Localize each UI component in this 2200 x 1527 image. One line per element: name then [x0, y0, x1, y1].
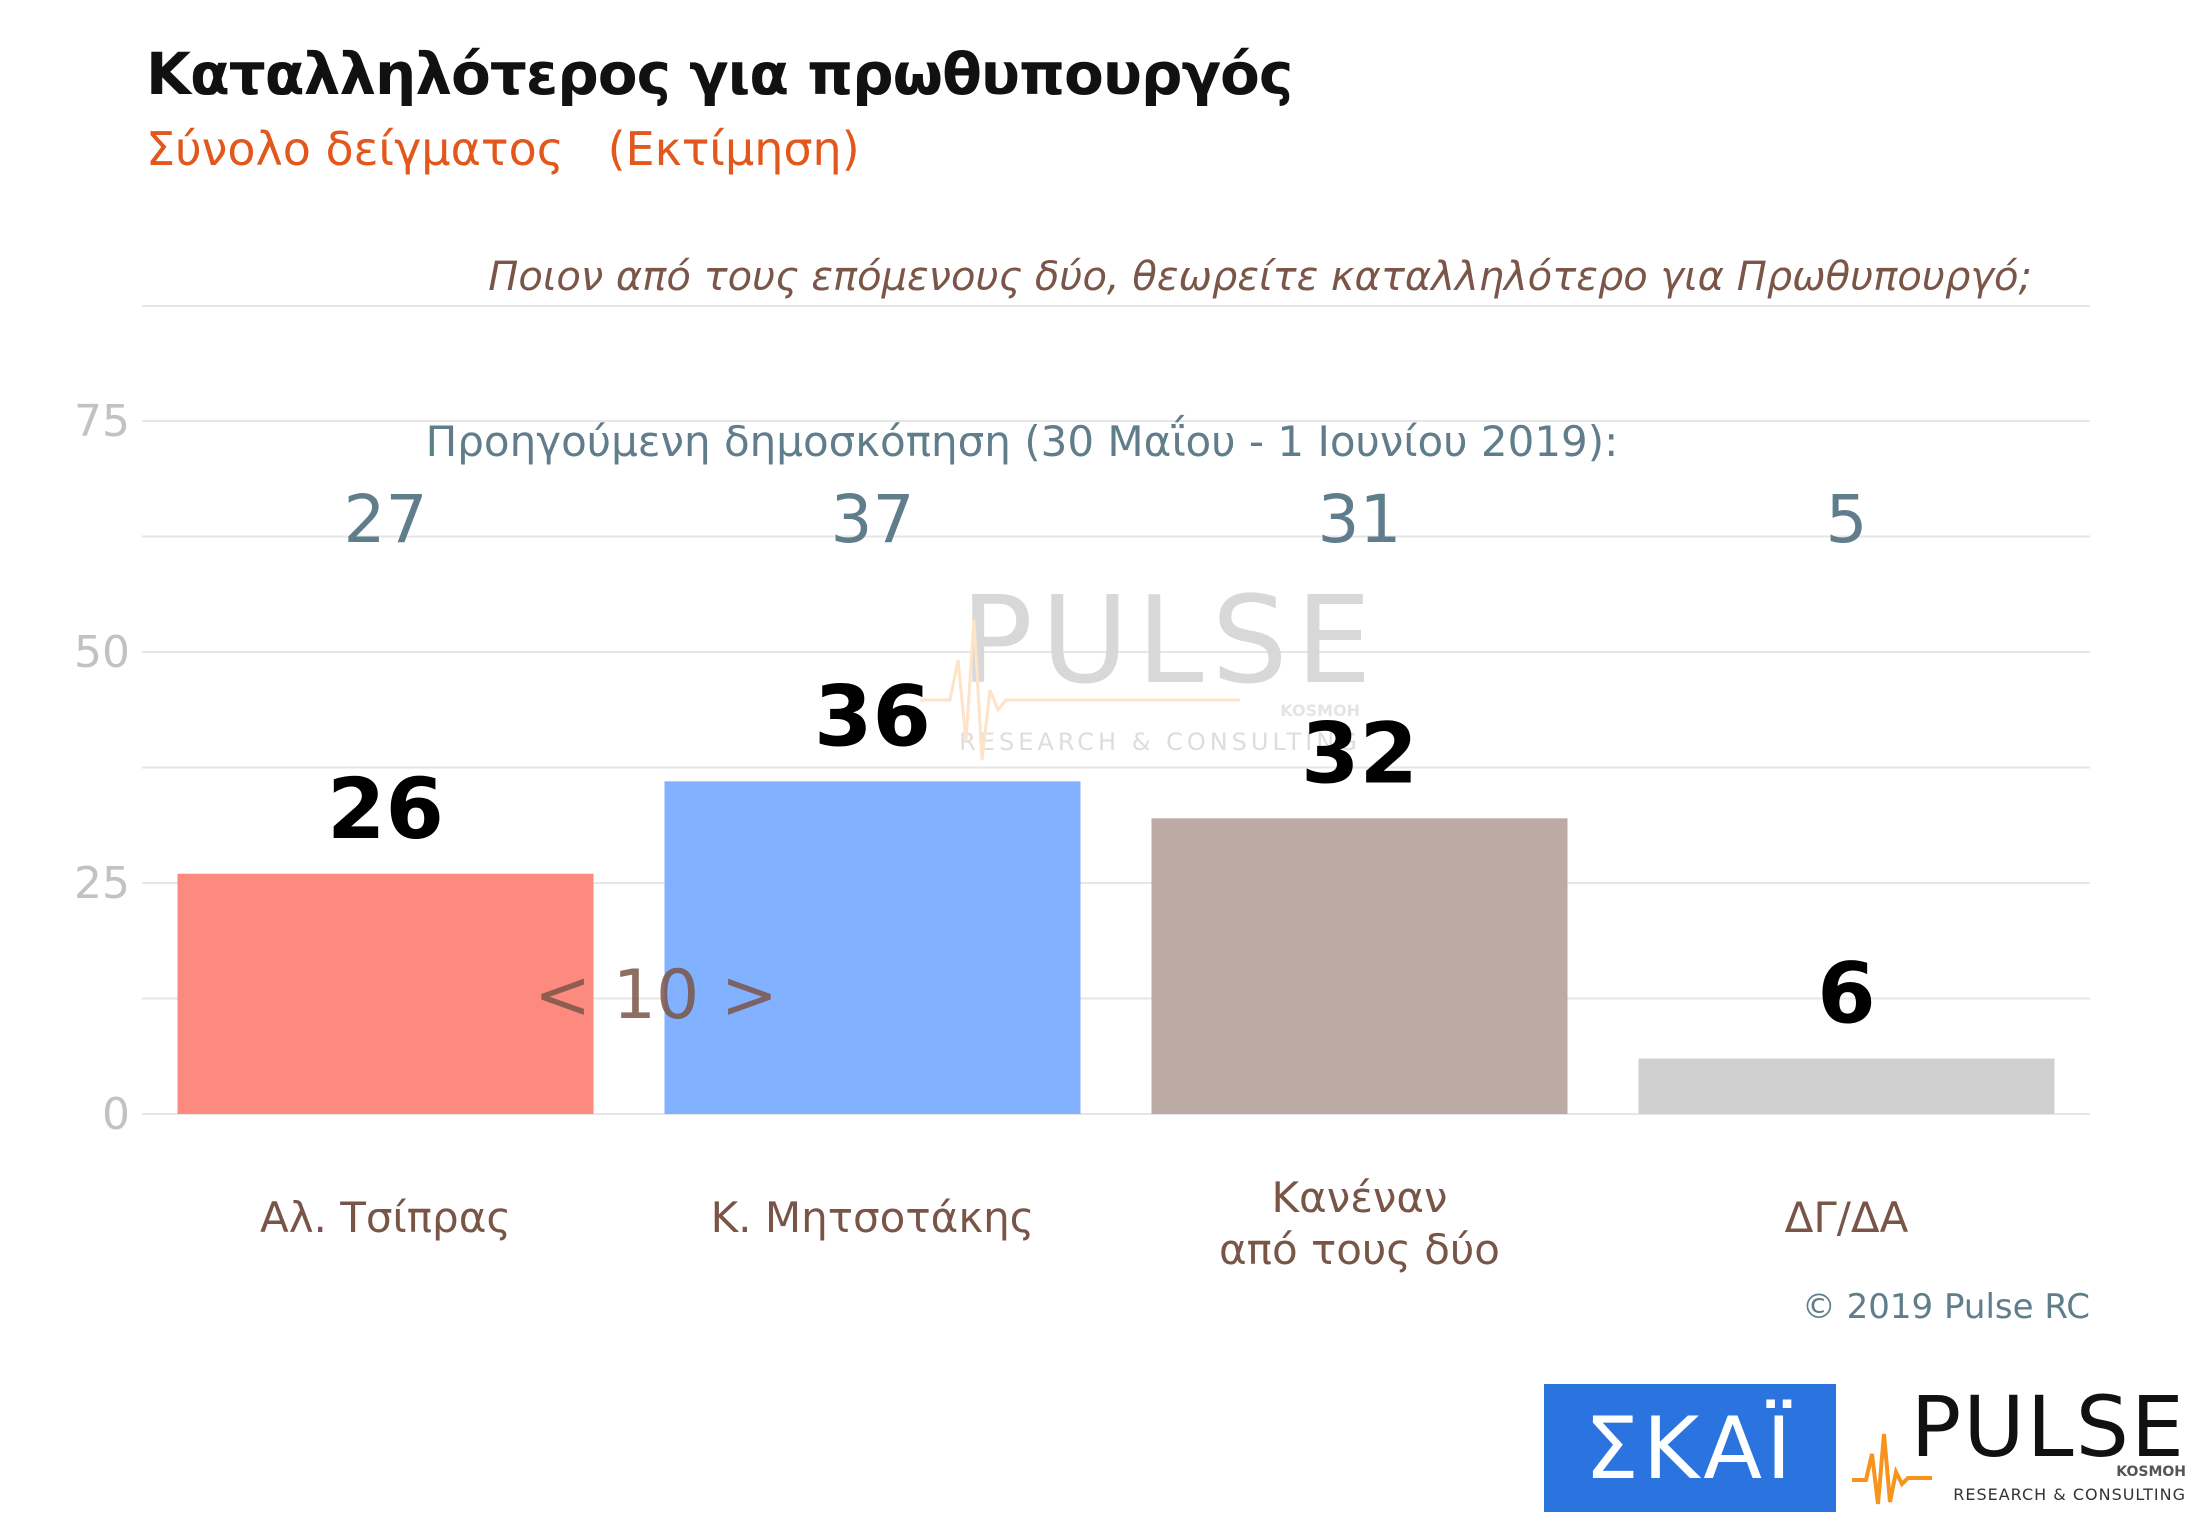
bar-value-label: 32	[1301, 704, 1418, 802]
previous-poll-label: Προηγούμενη δημοσκόπηση (30 Μαΐου - 1 Ιο…	[426, 414, 1619, 466]
category-label: ΔΓ/ΔΑ	[1785, 1193, 1909, 1242]
previous-value-label: 37	[831, 481, 915, 558]
watermark-pulse-line	[920, 619, 1240, 761]
previous-value-label: 5	[1826, 481, 1868, 558]
category-label: Κανέναν	[1272, 1173, 1448, 1222]
copyright-text: © 2019 Pulse RC	[1802, 1287, 2090, 1327]
y-tick-label: 50	[74, 627, 130, 678]
chart-subtitle: Σύνολο δείγματος (Εκτίμηση)	[146, 122, 860, 176]
bar	[1638, 1058, 2055, 1114]
difference-annotation: < 10 >	[534, 956, 778, 1035]
bar-value-labels: 26 36 32 6	[327, 667, 1876, 1042]
watermark-brand: PULSE	[960, 572, 1379, 711]
pulse-logo: PULSE KOSMOH RESEARCH & CONSULTING	[1852, 1378, 2192, 1514]
y-axis-ticks: 0 25 50 75	[74, 396, 130, 1140]
skai-logo: ΣΚΑΪ	[1544, 1384, 1836, 1512]
bar-value-label: 26	[327, 760, 444, 858]
bar-value-label: 36	[814, 667, 931, 765]
y-tick-label: 75	[74, 396, 130, 447]
bar-value-label: 6	[1817, 945, 1875, 1043]
pulse-logo-sub: RESEARCH & CONSULTING	[1953, 1485, 2186, 1504]
chart-title: Καταλληλότερος για πρωθυπουργός	[146, 40, 1293, 108]
pulse-logo-wave	[1852, 1433, 1932, 1505]
category-label: Κ. Μητσοτάκης	[711, 1193, 1035, 1242]
bar	[1151, 818, 1568, 1114]
y-tick-label: 0	[102, 1089, 130, 1140]
pulse-logo-brand: PULSE	[1911, 1384, 2186, 1476]
previous-value-label: 27	[344, 481, 428, 558]
question-text: Ποιον από τους επόμενους δύο, θεωρείτε κ…	[488, 254, 2032, 300]
previous-value-label: 31	[1318, 481, 1402, 558]
bar	[664, 781, 1081, 1114]
watermark-partner: KOSMOH	[1280, 701, 1360, 720]
category-label: από τους δύο	[1219, 1225, 1500, 1274]
bar	[177, 873, 594, 1114]
previous-poll-values: 27 37 31 5	[344, 481, 1868, 558]
pulse-logo-partner: KOSMOH	[2116, 1464, 2186, 1480]
category-label: Αλ. Τσίπρας	[260, 1193, 511, 1242]
y-tick-label: 25	[74, 858, 130, 909]
pulse-watermark: PULSE KOSMOH RESEARCH & CONSULTING	[920, 572, 1379, 761]
bars	[177, 781, 2055, 1114]
skai-logo-text: ΣΚΑΪ	[1585, 1399, 1796, 1499]
watermark-sub: RESEARCH & CONSULTING	[959, 728, 1361, 756]
